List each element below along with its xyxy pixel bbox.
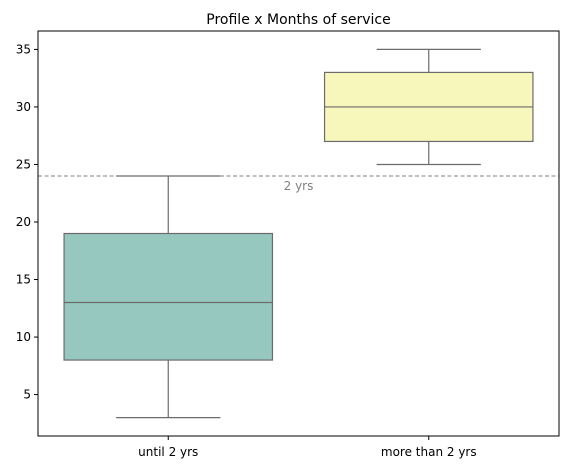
y-tick-label: 20 bbox=[16, 215, 31, 229]
reference-line-label: 2 yrs bbox=[284, 179, 314, 193]
y-tick-label: 15 bbox=[16, 273, 31, 287]
axes-frame bbox=[37, 30, 560, 437]
y-tick-label: 35 bbox=[16, 42, 31, 56]
box-0 bbox=[63, 232, 274, 361]
y-tick-label: 30 bbox=[16, 100, 31, 114]
chart-title: Profile x Months of service bbox=[206, 12, 390, 28]
y-tick-label: 25 bbox=[16, 157, 31, 171]
plot-area: 2 yrs 5 10 15 20 25 30 35 until 2 yrs more than 2… bbox=[16, 30, 560, 459]
x-tick-label: more than 2 yrs bbox=[381, 445, 477, 459]
x-tick-label: until 2 yrs bbox=[138, 445, 198, 459]
y-tick-label: 5 bbox=[23, 388, 31, 402]
y-tick-label: 10 bbox=[16, 330, 31, 344]
